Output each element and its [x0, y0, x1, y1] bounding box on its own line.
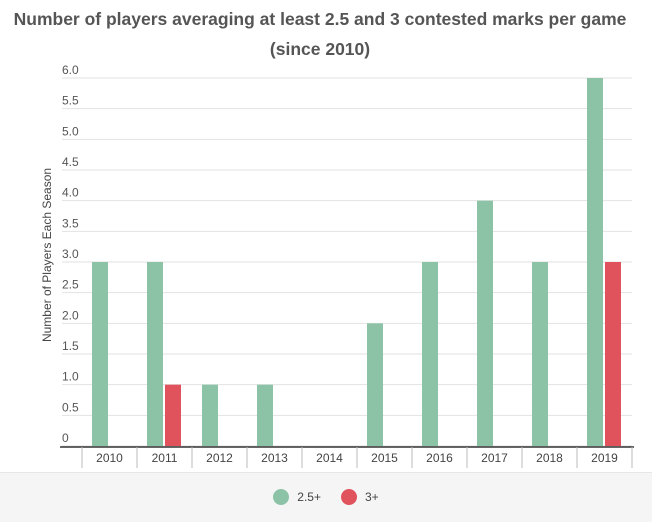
x-tick-label: 2013	[261, 451, 288, 465]
bar-25-2017	[477, 200, 493, 446]
y-tick-label: 0.5	[62, 400, 79, 414]
legend: 2.5+ 3+	[0, 489, 652, 505]
y-tick-label: 5.0	[62, 124, 79, 138]
legend-footer: 2.5+ 3+	[0, 472, 652, 522]
y-tick-label: 2.0	[62, 308, 79, 322]
bar-3-2011	[165, 384, 181, 446]
y-tick-label: 1.5	[62, 339, 79, 353]
bar-25-2018	[532, 262, 548, 446]
y-tick-label: 0	[62, 431, 69, 445]
x-tick-label: 2019	[591, 451, 618, 465]
y-tick-label: 6.0	[62, 63, 79, 77]
chart-title: Number of players averaging at least 2.5…	[0, 4, 640, 64]
bars	[92, 78, 621, 446]
y-tick-label: 1.0	[62, 370, 79, 384]
x-tick-label: 2014	[316, 451, 343, 465]
bar-25-2019	[587, 78, 603, 446]
bar-25-2013	[257, 384, 273, 446]
legend-swatch	[341, 489, 357, 505]
bar-3-2019	[605, 262, 621, 446]
x-tick-label: 2010	[96, 451, 123, 465]
y-tick-label: 5.5	[62, 94, 79, 108]
legend-item[interactable]: 2.5+	[273, 489, 321, 505]
x-tick-label: 2012	[206, 451, 233, 465]
legend-label: 3+	[365, 490, 379, 504]
y-tick-label: 3.0	[62, 247, 79, 261]
y-axis-ticks: 0 0.5 1.0 1.5 2.0 2.5 3.0 3.5 4.0 4.5 5.0 5.5 6.0	[62, 63, 79, 445]
y-tick-label: 2.5	[62, 278, 79, 292]
x-tick-label: 2011	[152, 451, 178, 465]
chart-title-line-1: Number of players averaging at least 2.5…	[13, 9, 627, 29]
y-tick-label: 4.5	[62, 155, 79, 169]
x-tick-label: 2017	[481, 451, 508, 465]
legend-label: 2.5+	[297, 490, 321, 504]
bar-chart: 0 0.5 1.0 1.5 2.0 2.5 3.0 3.5 4.0 4.5 5.0 5.5 6.0 20…	[40, 63, 634, 468]
bar-25-2010	[92, 262, 108, 446]
bar-25-2012	[202, 384, 218, 446]
y-tick-label: 4.0	[62, 186, 79, 200]
x-axis: 2010 2011 2012 2013 2014 2015 2016 2017 2018 2019	[60, 446, 634, 468]
bar-25-2016	[422, 262, 438, 446]
y-axis-label: Number of Players Each Season	[40, 168, 54, 342]
bar-25-2015	[367, 323, 383, 446]
x-tick-label: 2016	[426, 451, 453, 465]
legend-swatch	[273, 489, 290, 505]
bar-25-2011	[147, 262, 163, 446]
y-tick-label: 3.5	[62, 216, 79, 230]
x-tick-label: 2015	[371, 451, 398, 465]
legend-item[interactable]: 3+	[341, 489, 379, 505]
chart-title-line-2: (since 2010)	[269, 39, 371, 59]
x-tick-label: 2018	[536, 451, 563, 465]
